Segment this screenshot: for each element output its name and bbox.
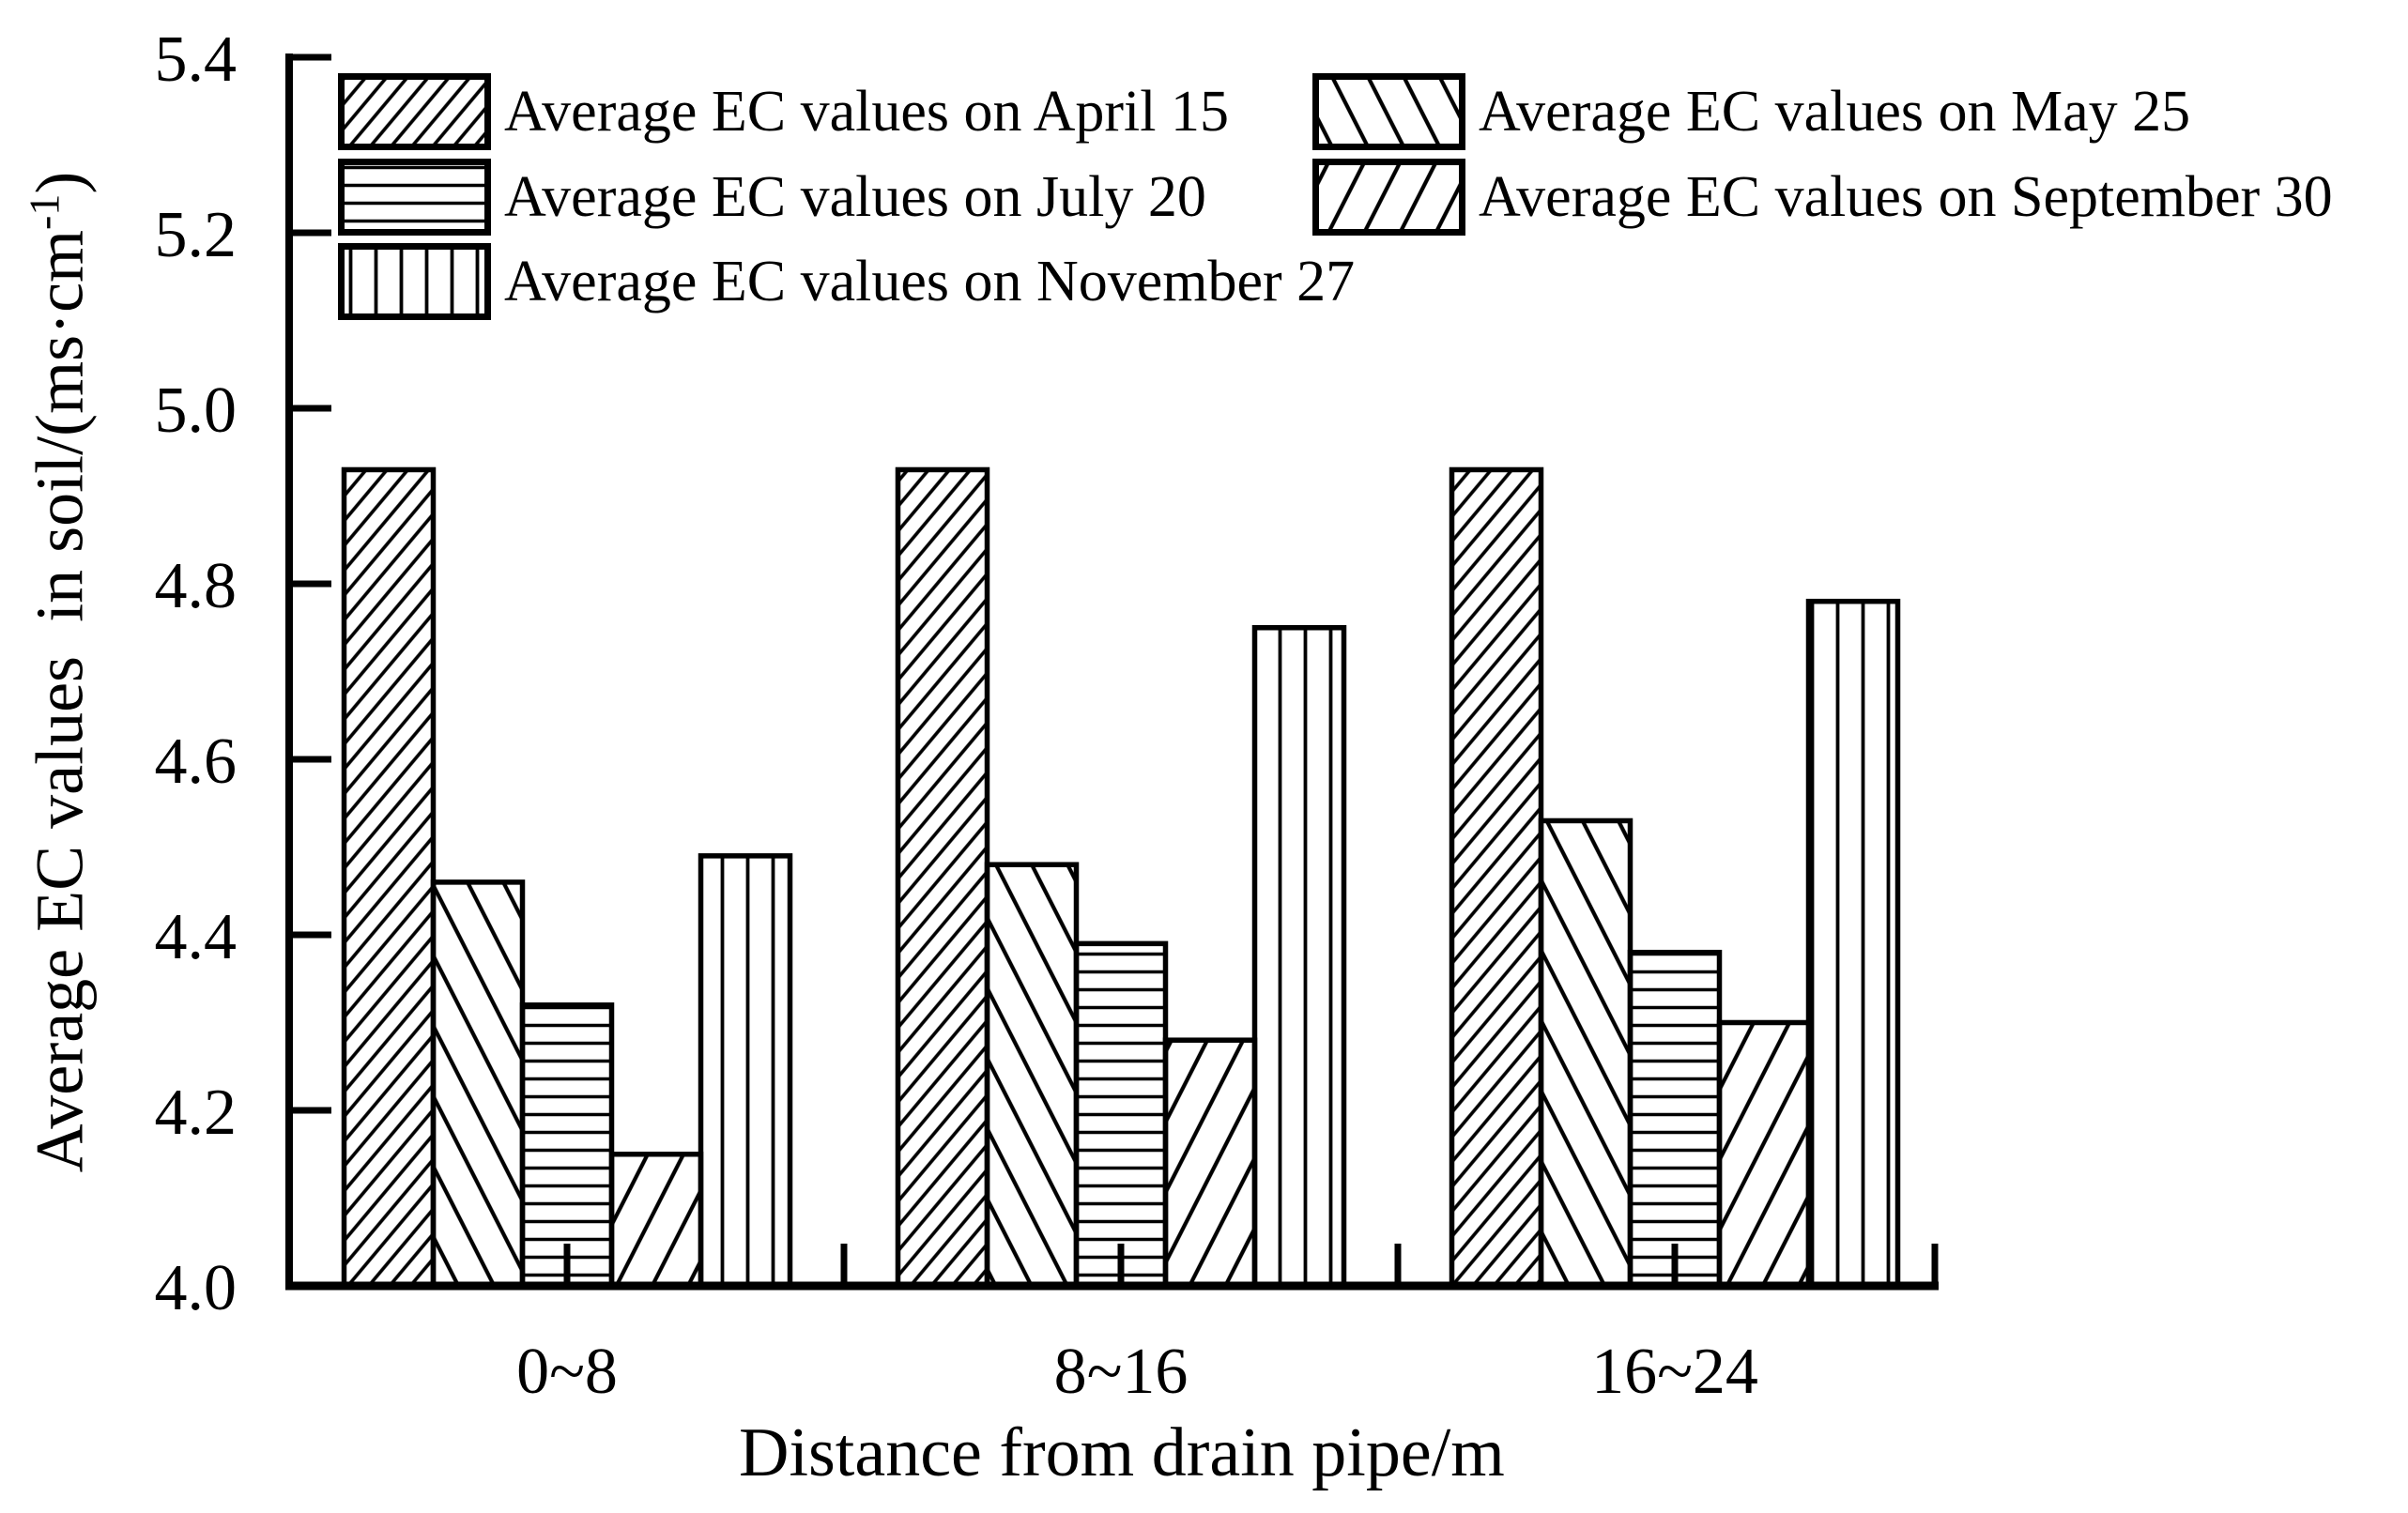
x-tick-label-8-16: 8~16 bbox=[1053, 1336, 1189, 1408]
svg-text:4.8: 4.8 bbox=[155, 550, 238, 622]
svg-text:4.0: 4.0 bbox=[155, 1252, 238, 1324]
svg-text:4.2: 4.2 bbox=[155, 1077, 238, 1149]
legend-label: Average EC values on May 25 bbox=[1479, 80, 2191, 144]
svg-text:4.6: 4.6 bbox=[155, 726, 238, 798]
hatch-swatch-icon bbox=[1312, 159, 1465, 236]
legend-label: Average EC values on April 15 bbox=[504, 80, 1229, 144]
legend-item-september-30: Average EC values on September 30 bbox=[1312, 159, 2333, 236]
legend-item-may-25: Average EC values on May 25 bbox=[1312, 73, 2190, 150]
bars bbox=[341, 466, 1901, 1289]
x-axis-title: Distance from drain pipe/m bbox=[739, 1414, 1505, 1491]
hatch-swatch-icon bbox=[338, 243, 491, 320]
x-tick-label-16-24: 16~24 bbox=[1591, 1336, 1758, 1408]
hatch-swatch-icon bbox=[338, 159, 491, 236]
legend-item-july-20: Average EC values on July 20 bbox=[338, 159, 1206, 236]
legend-label: Average EC values on July 20 bbox=[504, 165, 1206, 229]
y-tick-labels: 4.0 4.2 4.4 4.6 4.8 5.0 5.2 5.4 bbox=[155, 23, 238, 1324]
legend-item-april-15: Average EC values on April 15 bbox=[338, 73, 1229, 150]
svg-text:5.2: 5.2 bbox=[155, 199, 238, 271]
svg-text:4.4: 4.4 bbox=[155, 901, 238, 973]
x-tick-label-0-8: 0~8 bbox=[516, 1336, 618, 1408]
y-axis-title-close: ) bbox=[22, 171, 98, 194]
legend-label: Average EC values on November 27 bbox=[504, 250, 1356, 313]
y-axis-title-main: Average EC values in soil/(ms·cm bbox=[22, 229, 98, 1173]
svg-text:5.4: 5.4 bbox=[155, 23, 238, 96]
y-axis-title: Average EC values in soil/(ms·cm-1) bbox=[20, 171, 100, 1173]
svg-text:5.0: 5.0 bbox=[155, 374, 238, 447]
legend-item-november-27: Average EC values on November 27 bbox=[338, 243, 1355, 320]
y-axis-title-superscript: -1 bbox=[20, 193, 69, 230]
hatch-swatch-icon bbox=[1312, 73, 1465, 150]
hatch-swatch-icon bbox=[338, 73, 491, 150]
legend-label: Average EC values on September 30 bbox=[1479, 165, 2333, 229]
